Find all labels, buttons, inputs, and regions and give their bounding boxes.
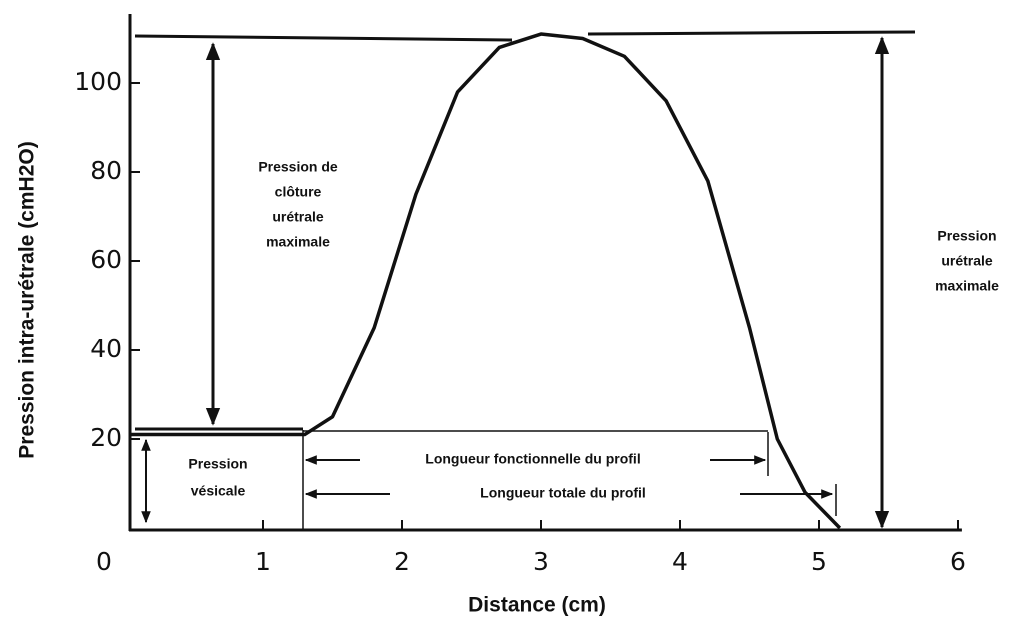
x-tick-label: 1 [255,547,271,576]
annotation: urétrale [272,209,324,225]
y-tick-label: 100 [74,67,122,96]
profile-curve [130,32,842,530]
max-line [134,34,513,42]
annotation: maximale [935,278,999,294]
x-tick-label: 4 [672,547,688,576]
annotation: vésicale [191,483,246,499]
max-line [587,30,916,36]
y-tick-label: 60 [90,245,122,274]
y-tick-label: 80 [90,156,122,185]
y-axis-label: Pression intra-urétrale (cmH2O) [16,141,39,458]
x-axis-label: Distance (cm) [468,594,606,617]
annotation: Pression de [258,159,338,175]
annotation: clôture [275,184,322,200]
x-tick-label: 3 [533,547,549,576]
x-tick-label: 2 [394,547,410,576]
annotation-lines [134,30,916,530]
x-tick-label: 0 [96,547,112,576]
annotation: Longueur fonctionnelle du profil [425,451,640,467]
annotation: Pression [937,228,996,244]
x-tick-label: 5 [811,547,827,576]
annotation: Longueur totale du profil [480,485,646,501]
annotation: Pression [188,456,247,472]
annotation: maximale [266,234,330,250]
y-tick-label: 20 [90,423,122,452]
annotation: urétrale [941,253,993,269]
y-tick-label: 40 [90,334,122,363]
x-tick-label: 6 [950,547,966,576]
